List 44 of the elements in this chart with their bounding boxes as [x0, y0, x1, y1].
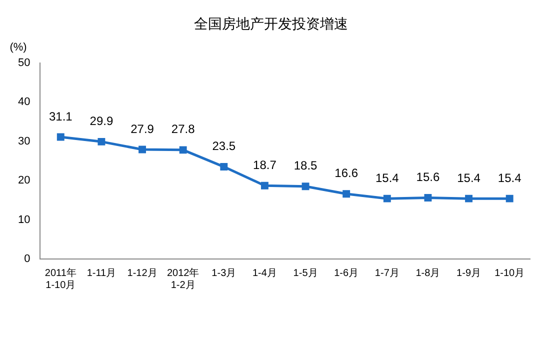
point	[138, 146, 146, 154]
data-label: 16.6	[334, 166, 358, 180]
point	[342, 190, 350, 198]
x-tick-label: 1-11月	[86, 268, 116, 279]
y-tick-label: 20	[18, 174, 30, 187]
y-tick-label: 10	[18, 214, 30, 226]
point	[179, 146, 187, 154]
chart-title: 全国房地产开发投资增速	[194, 15, 348, 32]
x-tick-label: 1-5月	[293, 268, 318, 279]
x-tick-label: 1-7月	[374, 268, 400, 279]
data-label: 15.4	[498, 170, 522, 185]
x-tick-label: 1-10月	[494, 268, 525, 279]
point	[506, 194, 514, 202]
y-tick-label: 0	[24, 253, 30, 266]
data-label: 31.1	[48, 109, 73, 124]
point	[465, 194, 473, 202]
data-label: 23.5	[212, 139, 236, 154]
data-label: 27.9	[130, 122, 154, 136]
point	[383, 194, 391, 202]
point	[220, 163, 228, 171]
x-tick-label: 1-6月	[334, 268, 359, 279]
data-label: 18.5	[294, 158, 318, 173]
x-tick-label: 2011年 1-10月	[44, 266, 76, 291]
point	[260, 182, 268, 190]
y-tick-label: 40	[18, 96, 30, 108]
point	[56, 133, 64, 141]
data-label: 15.6	[416, 170, 440, 184]
data-label: 18.7	[253, 158, 277, 172]
x-tick-label: 1-8月	[416, 268, 440, 279]
y-axis-title: (%)	[10, 41, 27, 54]
data-label: 29.9	[90, 114, 114, 128]
point	[424, 194, 432, 202]
x-tick-label: 1-12月	[127, 268, 158, 279]
data-label: 15.4	[457, 170, 481, 185]
x-tick-label: 1-3月	[212, 268, 236, 279]
data-label: 15.4	[375, 170, 400, 185]
y-tick-label: 50	[18, 56, 30, 69]
data-label: 27.8	[171, 122, 196, 136]
point	[302, 182, 310, 190]
x-tick-label: 2012年 1-2月	[166, 266, 200, 291]
point	[98, 138, 106, 146]
x-tick-label: 1-4月	[252, 268, 277, 279]
y-tick-label: 30	[18, 135, 30, 148]
x-tick-label: 1-9月	[456, 268, 482, 279]
